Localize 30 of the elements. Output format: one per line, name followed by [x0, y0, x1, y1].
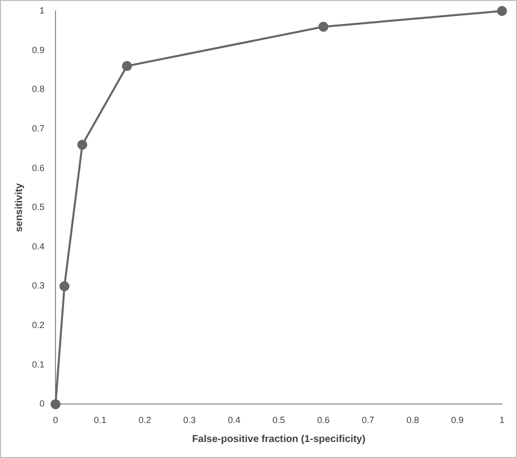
point — [59, 281, 70, 292]
x-tick-label: 0.6 — [317, 415, 330, 426]
y-tick-label: 0.9 — [32, 44, 45, 55]
y-tick-label: 0.4 — [32, 241, 45, 252]
y-tick-label: 0.7 — [32, 123, 45, 134]
x-tick-label: 0.2 — [138, 415, 152, 426]
point — [122, 61, 132, 72]
y-tick-label: 0.6 — [32, 162, 45, 173]
x-tick-label: 1 — [499, 415, 505, 426]
y-tick-label: 0.1 — [32, 359, 45, 370]
point — [77, 140, 88, 150]
y-tick-label: 0 — [39, 398, 45, 409]
x-tick-label: 0.4 — [228, 415, 240, 426]
x-tick-label: 0.5 — [272, 415, 286, 426]
point — [50, 399, 61, 410]
x-tick-label: 0.3 — [183, 415, 196, 426]
x-tick-label: 0.7 — [362, 415, 374, 426]
y-tick-label: 1 — [39, 5, 45, 16]
y-tick-label: 0.8 — [32, 84, 45, 94]
point — [497, 6, 507, 16]
x-tick-label: 0.9 — [451, 415, 464, 426]
y-axis-title: sensitivity — [14, 182, 25, 232]
x-tick-label: 0 — [53, 415, 58, 426]
x-tick-label: 0.1 — [94, 415, 106, 426]
y-tick-label: 0.5 — [32, 202, 45, 212]
x-axis-title: False-positive fraction (1-specificity) — [192, 434, 366, 445]
y-tick-label: 0.3 — [32, 280, 45, 291]
point — [318, 22, 328, 32]
y-tick-label: 0.2 — [32, 320, 45, 330]
x-tick-label: 0.8 — [406, 415, 419, 426]
